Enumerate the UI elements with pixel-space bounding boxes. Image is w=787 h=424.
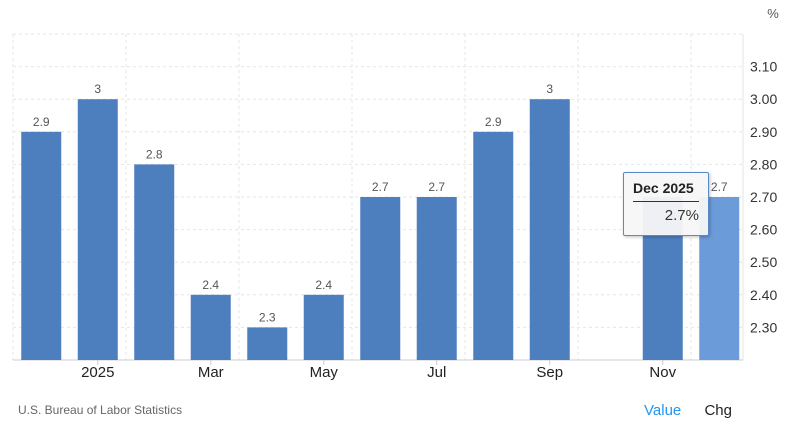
y-tick-label: 2.80 xyxy=(750,156,777,172)
data-label: 3 xyxy=(94,82,101,96)
bar[interactable] xyxy=(360,197,401,360)
bar[interactable] xyxy=(303,294,344,360)
y-tick-label: 2.50 xyxy=(750,254,777,270)
data-label: 2.7 xyxy=(372,180,389,194)
y-tick-label: 2.90 xyxy=(750,124,777,140)
tab-chg[interactable]: Chg xyxy=(704,402,732,419)
x-tick-label: Mar xyxy=(198,364,224,381)
bar[interactable] xyxy=(247,327,288,360)
data-label: 2.7 xyxy=(428,180,445,194)
view-tabs: Value Chg xyxy=(644,402,751,419)
source-label: U.S. Bureau of Labor Statistics xyxy=(18,403,183,417)
y-tick-label: 3.10 xyxy=(750,59,777,75)
x-tick-label: Nov xyxy=(649,364,676,381)
tooltip-date: Dec 2025 xyxy=(633,180,694,196)
bar[interactable] xyxy=(77,99,118,360)
bar[interactable] xyxy=(190,294,231,360)
bar[interactable] xyxy=(21,131,62,360)
y-tick-label: 2.30 xyxy=(750,319,777,335)
data-label: 2.7 xyxy=(711,180,728,194)
data-label: 2.3 xyxy=(259,310,276,324)
data-label: 2.8 xyxy=(146,147,163,161)
bar[interactable] xyxy=(134,164,175,360)
tooltip-divider xyxy=(633,201,699,202)
data-label: 2.9 xyxy=(485,115,502,129)
tab-value[interactable]: Value xyxy=(644,402,682,419)
data-label: 2.9 xyxy=(33,115,50,129)
bar[interactable] xyxy=(529,99,570,360)
x-tick-label: Sep xyxy=(536,364,563,381)
y-tick-label: 3.00 xyxy=(750,91,777,107)
y-axis: 2.30 2.40 2.50 2.60 2.70 2.80 2.90 3.00 3.10 xyxy=(750,59,777,336)
bar[interactable] xyxy=(416,197,457,360)
x-tick-label: 2025 xyxy=(81,364,114,381)
x-axis: 2025 Mar May Jul Sep Nov xyxy=(81,360,677,381)
tooltip-value: 2.7% xyxy=(664,207,699,224)
unit-label: % xyxy=(767,6,779,21)
data-labels: 2.9 3 2.8 2.4 2.3 2.4 2.7 2.7 2.9 3 2.7 xyxy=(33,82,728,324)
x-tick-label: Jul xyxy=(427,364,446,381)
data-label: 3 xyxy=(546,82,553,96)
y-tick-label: 2.40 xyxy=(750,287,777,303)
data-label: 2.4 xyxy=(202,278,219,292)
y-tick-label: 2.70 xyxy=(750,189,777,205)
bar[interactable] xyxy=(473,131,514,360)
tooltip: Dec 2025 2.7% xyxy=(623,172,709,236)
data-label: 2.4 xyxy=(315,278,332,292)
x-tick-label: May xyxy=(310,364,339,381)
y-tick-label: 2.60 xyxy=(750,222,777,238)
